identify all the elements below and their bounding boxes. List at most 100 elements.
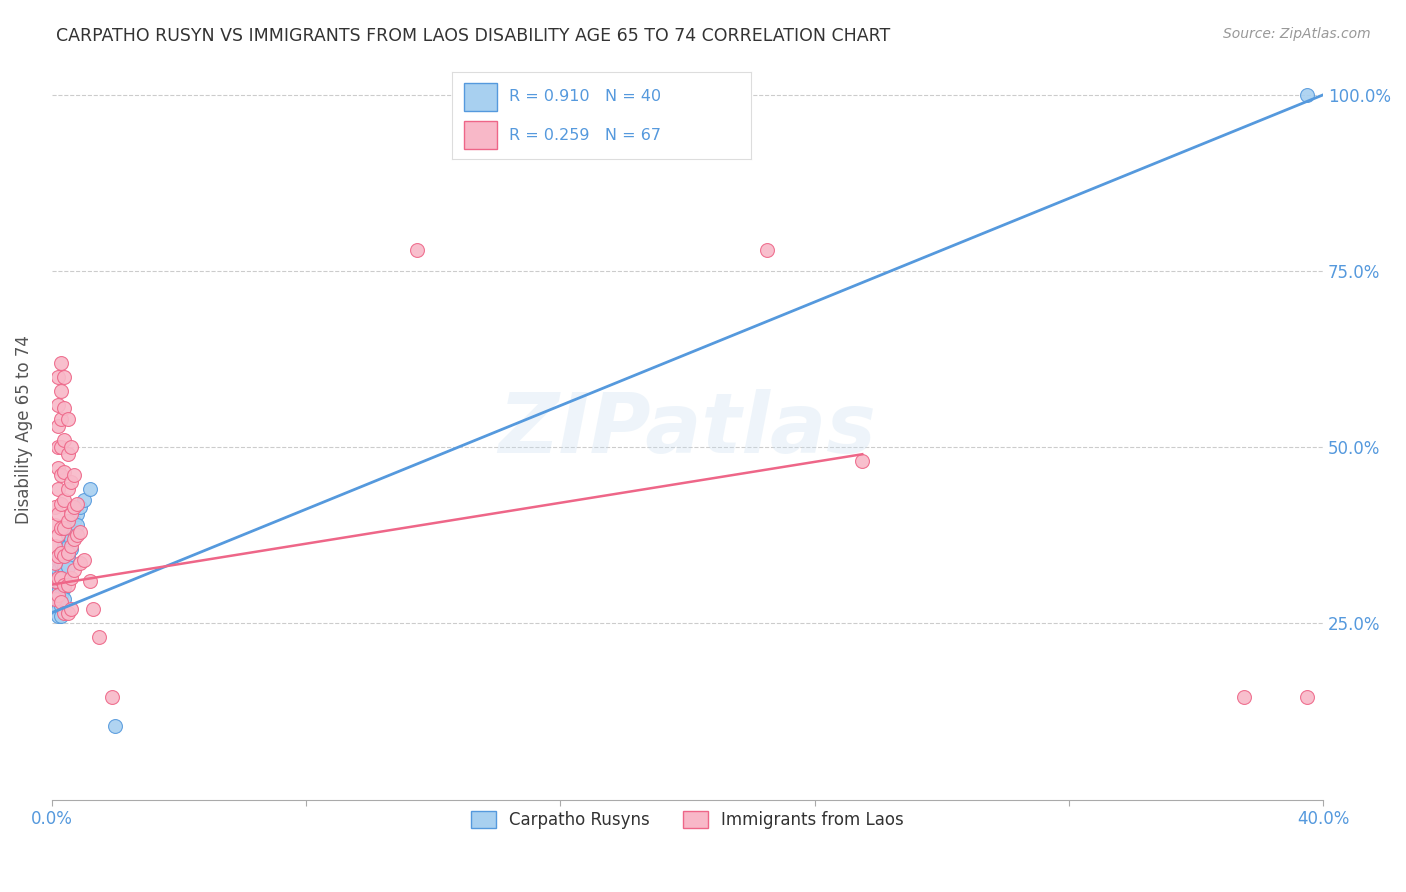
Point xyxy=(46,609,69,624)
Point xyxy=(46,602,69,616)
Point xyxy=(59,570,82,584)
Point xyxy=(46,584,69,599)
Point xyxy=(51,588,73,602)
Point xyxy=(56,539,79,553)
Point xyxy=(46,461,69,475)
Point xyxy=(53,521,76,535)
Legend: Carpatho Rusyns, Immigrants from Laos: Carpatho Rusyns, Immigrants from Laos xyxy=(464,804,911,836)
Point xyxy=(79,574,101,588)
Point xyxy=(44,557,66,571)
Point xyxy=(53,577,76,591)
Point xyxy=(59,602,82,616)
Point xyxy=(82,602,104,616)
Point xyxy=(44,574,66,588)
Point xyxy=(63,532,86,546)
Point xyxy=(66,497,89,511)
Point xyxy=(53,465,76,479)
Point xyxy=(56,483,79,497)
Point xyxy=(56,447,79,461)
Point xyxy=(44,577,66,591)
Text: ZIPatlas: ZIPatlas xyxy=(499,389,876,470)
Point xyxy=(63,524,86,539)
Point xyxy=(53,560,76,574)
Point xyxy=(59,475,82,490)
Point xyxy=(69,524,91,539)
Point xyxy=(46,483,69,497)
Point xyxy=(53,433,76,447)
Point xyxy=(53,570,76,584)
Point xyxy=(53,606,76,620)
Point xyxy=(46,419,69,434)
Point xyxy=(46,574,69,588)
Point xyxy=(53,581,76,595)
Point xyxy=(46,553,69,567)
Point xyxy=(51,609,73,624)
Point xyxy=(1296,87,1319,102)
Point xyxy=(72,493,94,508)
Point xyxy=(46,369,69,384)
Point xyxy=(56,577,79,591)
Point xyxy=(406,243,429,257)
Point xyxy=(51,595,73,609)
Point xyxy=(51,384,73,398)
Point xyxy=(51,440,73,454)
Point xyxy=(69,557,91,571)
Point xyxy=(63,468,86,483)
Point xyxy=(51,412,73,426)
Point xyxy=(46,570,69,584)
Point xyxy=(53,549,76,564)
Point xyxy=(66,507,89,521)
Point xyxy=(63,564,86,578)
Point xyxy=(59,507,82,521)
Point xyxy=(56,560,79,574)
Point xyxy=(51,599,73,613)
Point xyxy=(46,440,69,454)
Point xyxy=(51,567,73,582)
Point xyxy=(46,398,69,412)
Point xyxy=(89,631,111,645)
Point xyxy=(44,517,66,532)
Point xyxy=(66,528,89,542)
Point xyxy=(851,454,873,468)
Point xyxy=(51,521,73,535)
Point xyxy=(56,549,79,564)
Point xyxy=(46,588,69,602)
Y-axis label: Disability Age 65 to 74: Disability Age 65 to 74 xyxy=(15,335,32,524)
Point xyxy=(53,539,76,553)
Point xyxy=(1233,690,1256,705)
Point xyxy=(46,549,69,564)
Point xyxy=(59,521,82,535)
Point xyxy=(63,500,86,514)
Point xyxy=(56,528,79,542)
Point xyxy=(56,412,79,426)
Point xyxy=(51,577,73,591)
Point xyxy=(59,542,82,557)
Point xyxy=(44,584,66,599)
Point xyxy=(66,517,89,532)
Text: Source: ZipAtlas.com: Source: ZipAtlas.com xyxy=(1223,27,1371,41)
Point xyxy=(51,557,73,571)
Point xyxy=(79,483,101,497)
Point xyxy=(53,493,76,508)
Point xyxy=(53,401,76,416)
Point xyxy=(59,440,82,454)
Point xyxy=(53,591,76,606)
Point xyxy=(46,528,69,542)
Point xyxy=(44,539,66,553)
Point xyxy=(53,549,76,564)
Point xyxy=(51,468,73,483)
Point xyxy=(44,500,66,514)
Point xyxy=(69,500,91,514)
Point xyxy=(53,369,76,384)
Point xyxy=(44,570,66,584)
Point xyxy=(51,497,73,511)
Point xyxy=(56,514,79,528)
Point xyxy=(46,595,69,609)
Point xyxy=(63,514,86,528)
Point xyxy=(72,553,94,567)
Point xyxy=(46,507,69,521)
Text: CARPATHO RUSYN VS IMMIGRANTS FROM LAOS DISABILITY AGE 65 TO 74 CORRELATION CHART: CARPATHO RUSYN VS IMMIGRANTS FROM LAOS D… xyxy=(56,27,890,45)
Point xyxy=(101,690,124,705)
Point xyxy=(59,539,82,553)
Point xyxy=(44,591,66,606)
